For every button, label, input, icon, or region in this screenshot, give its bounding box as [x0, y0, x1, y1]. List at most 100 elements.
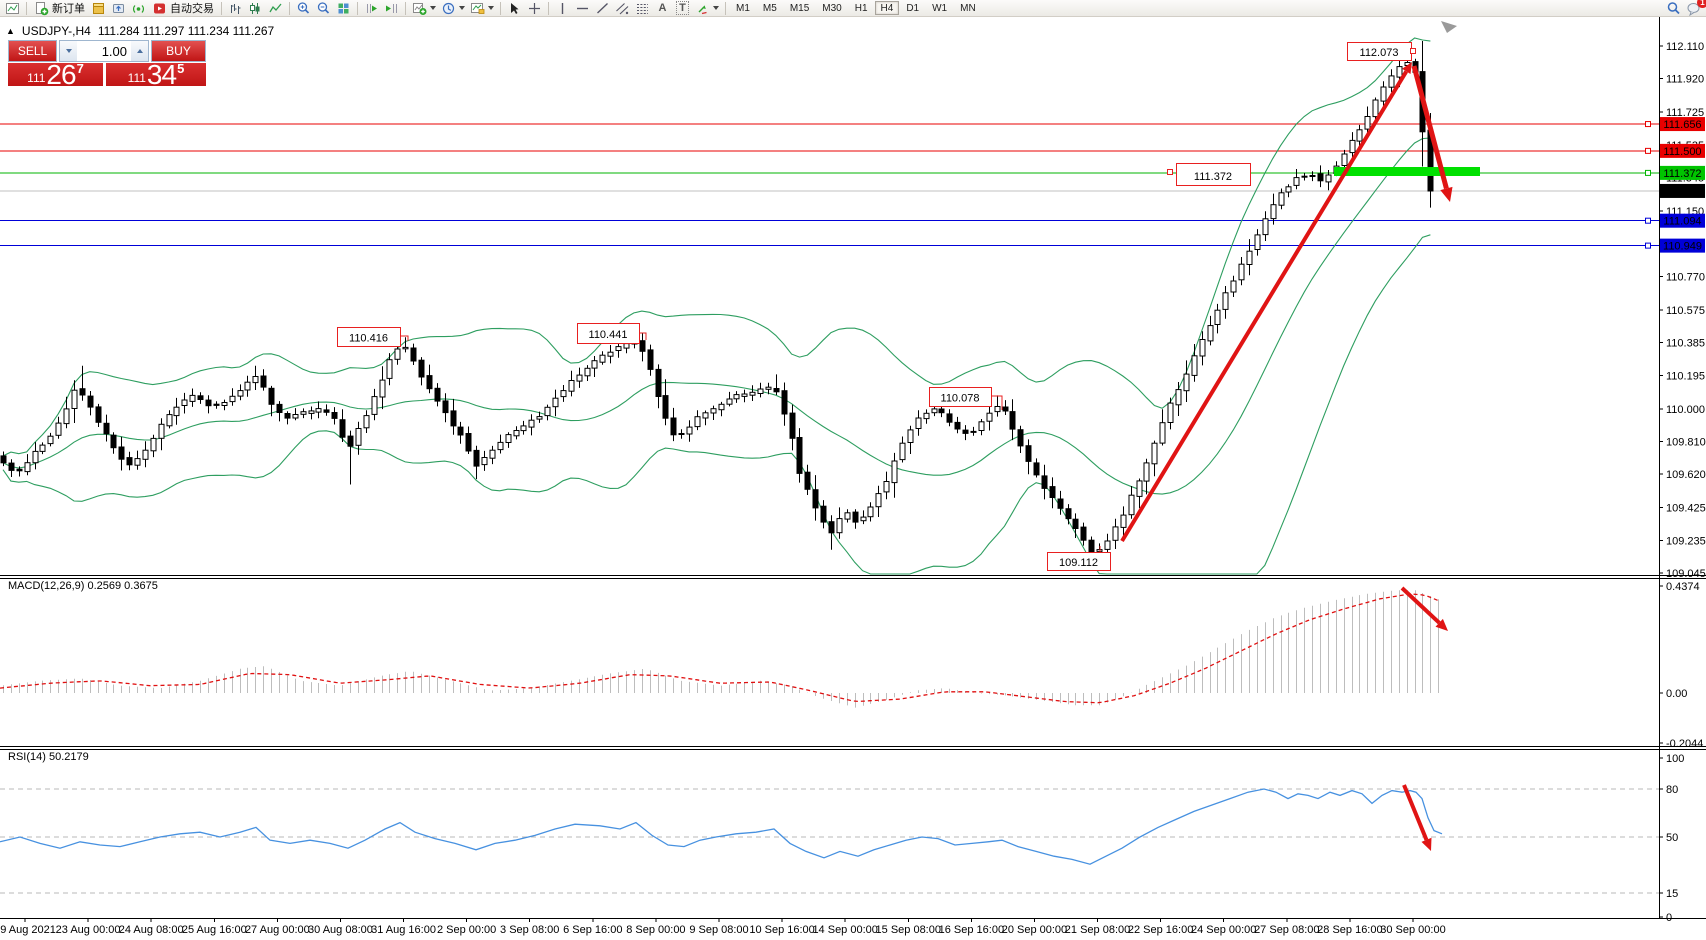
sell-price[interactable]: 111 26 7: [8, 63, 103, 86]
signals-icon[interactable]: [129, 1, 148, 16]
search-icon[interactable]: [1664, 1, 1683, 16]
publish-icon[interactable]: [109, 1, 128, 16]
zoom-out-icon[interactable]: [314, 1, 333, 16]
line-handle[interactable]: [1645, 147, 1651, 154]
line-handle[interactable]: [1645, 217, 1651, 224]
candlestick-chart-icon[interactable]: [246, 1, 265, 16]
macd-signal-line: [0, 593, 1441, 704]
annotation-112.073[interactable]: 112.073: [1347, 42, 1416, 61]
horizontal-line-icon[interactable]: [573, 1, 592, 16]
price-tick: 112.110: [1666, 41, 1704, 53]
chart-window-icon[interactable]: [3, 1, 22, 16]
crosshair-icon[interactable]: [525, 1, 544, 16]
trendline-icon[interactable]: [593, 1, 612, 16]
rsi-down-arrow[interactable]: [1402, 784, 1432, 851]
bar-chart-icon[interactable]: [226, 1, 245, 16]
vertical-line-icon[interactable]: [553, 1, 572, 16]
volume-value[interactable]: 1.00: [101, 44, 127, 59]
svg-text:109.112: 109.112: [1059, 557, 1098, 569]
line-handle[interactable]: [1645, 169, 1651, 176]
svg-text:111.500: 111.500: [1663, 146, 1701, 158]
text-label-icon[interactable]: T: [673, 1, 692, 16]
svg-text:112.073: 112.073: [1360, 47, 1399, 59]
line-handle[interactable]: [1645, 242, 1651, 249]
macd-pane: [0, 590, 1441, 708]
indicators-icon[interactable]: [410, 1, 429, 16]
buy-button[interactable]: BUY: [151, 40, 206, 62]
macd-tick: 0.4374: [1666, 581, 1700, 593]
notifications-icon[interactable]: 1: [1684, 0, 1706, 16]
symbol-ohlc: 111.284 111.297 111.234 111.267: [97, 24, 275, 38]
time-tick: 25 Aug 16:00: [182, 924, 247, 936]
timeframe-w1[interactable]: W1: [932, 3, 948, 14]
zoom-in-icon[interactable]: [294, 1, 313, 16]
text-icon[interactable]: A: [658, 2, 667, 14]
time-tick: 24 Sep 00:00: [1191, 924, 1256, 936]
annotation-111.372[interactable]: 111.372: [1167, 163, 1251, 186]
auto-trading-button[interactable]: 自动交易: [149, 1, 217, 16]
new-order-button[interactable]: 新订单: [31, 1, 88, 16]
svg-text:110.441: 110.441: [589, 329, 628, 341]
sell-button[interactable]: SELL: [8, 40, 57, 62]
volume-spinner: 1.00: [59, 40, 149, 62]
market-icon[interactable]: [89, 1, 108, 16]
volume-decrease-button[interactable]: [60, 41, 77, 61]
line-handle[interactable]: [1645, 121, 1651, 128]
periods-dropdown-caret[interactable]: [459, 6, 465, 10]
macd-down-arrow[interactable]: [1400, 586, 1448, 631]
time-tick: 15 Sep 08:00: [876, 924, 941, 936]
bb-upper: [2, 37, 1431, 457]
time-tick: 28 Sep 16:00: [1317, 924, 1382, 936]
tile-windows-icon[interactable]: [334, 1, 353, 16]
trend-down-arrow[interactable]: [1411, 65, 1453, 202]
caret-down-icon: [65, 49, 72, 53]
svg-text:111.372: 111.372: [1194, 171, 1232, 183]
arrows-tool-icon[interactable]: [693, 1, 712, 16]
price-tick: 111.920: [1666, 74, 1704, 86]
chart-shift-icon[interactable]: [382, 1, 401, 16]
cursor-icon[interactable]: [505, 1, 524, 16]
time-tick: 30 Aug 08:00: [308, 924, 373, 936]
arrows-dropdown-caret[interactable]: [713, 6, 719, 10]
timeframe-m30[interactable]: M30: [822, 3, 842, 14]
timeframe-d1[interactable]: D1: [906, 3, 920, 14]
buy-price[interactable]: 111 34 5: [106, 63, 206, 86]
templates-dropdown-caret[interactable]: [488, 6, 494, 10]
timeframe-mn[interactable]: MN: [960, 3, 976, 14]
price-badge-111.094: 111.094: [1660, 213, 1705, 228]
volume-increase-button[interactable]: [131, 41, 148, 61]
trend-up-line[interactable]: [1120, 62, 1412, 543]
timeframe-m15[interactable]: M15: [789, 3, 810, 14]
svg-text:110.949: 110.949: [1663, 241, 1702, 253]
svg-text:110.078: 110.078: [941, 393, 980, 405]
price-tick: 109.045: [1666, 568, 1706, 580]
annotation-110.078[interactable]: 110.078: [929, 387, 1003, 411]
candlestick-layer: [0, 41, 1434, 562]
annotation-110.416[interactable]: 110.416: [337, 327, 409, 347]
templates-icon[interactable]: [468, 1, 487, 16]
periods-icon[interactable]: [439, 1, 458, 16]
caret-up-icon: [136, 49, 143, 53]
auto-scroll-icon[interactable]: [362, 1, 381, 16]
one-click-panel-toggle[interactable]: ▲: [6, 26, 15, 36]
time-tick: 27 Aug 00:00: [245, 924, 310, 936]
indicators-dropdown-caret[interactable]: [430, 6, 436, 10]
line-chart-icon[interactable]: [266, 1, 285, 16]
time-tick: 22 Sep 16:00: [1128, 924, 1193, 936]
new-order-icon: [36, 1, 49, 15]
rsi-pane: [0, 788, 1659, 894]
mouse-pointer: [1441, 21, 1457, 33]
annotation-110.441[interactable]: 110.441: [577, 323, 647, 344]
fibonacci-icon[interactable]: [633, 1, 652, 16]
timeframe-m5[interactable]: M5: [762, 3, 777, 14]
timeframe-h4[interactable]: H4: [874, 1, 900, 15]
support-zone-bar[interactable]: [1334, 167, 1480, 176]
timeframe-h1[interactable]: H1: [854, 3, 868, 14]
equidistant-channel-icon[interactable]: [613, 1, 632, 16]
timeframe-m1[interactable]: M1: [736, 3, 750, 14]
annotation-109.112[interactable]: 109.112: [1047, 546, 1111, 571]
toolbar: 新订单 自动交易: [0, 0, 1706, 17]
time-tick: 27 Sep 08:00: [1254, 924, 1319, 936]
